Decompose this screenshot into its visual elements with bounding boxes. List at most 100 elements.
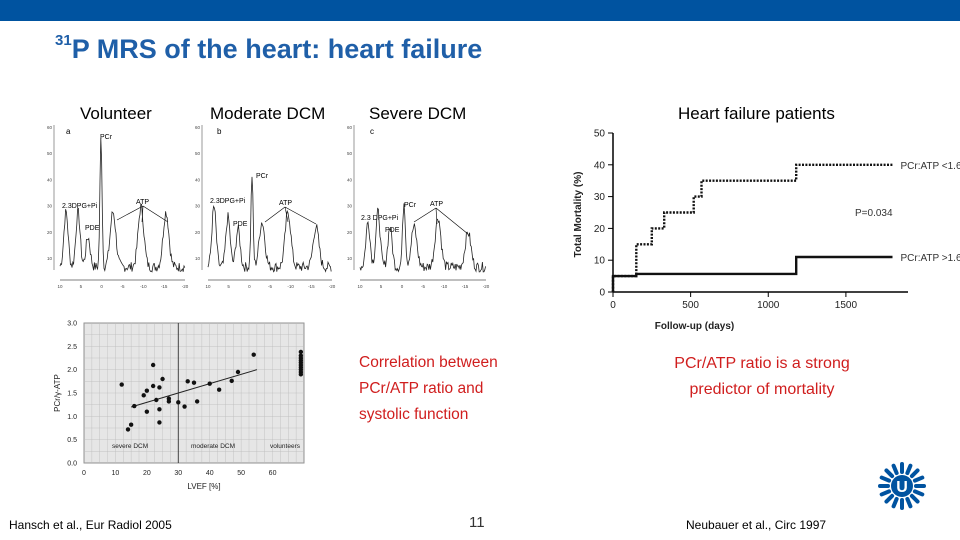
spectrum-y-tick: 50	[195, 151, 201, 156]
km-conclusion-line1: PCr/ATP ratio is a strong	[674, 355, 850, 372]
spectrum-x-tick: -5	[268, 284, 272, 289]
scatter-caption-line3: systolic function	[359, 406, 469, 423]
peak-label-atp: ATP	[430, 201, 443, 208]
spectrum-y-tick: 10	[347, 256, 353, 261]
scatter-x-label: LVEF [%]	[187, 482, 220, 491]
scatter-x-tick: 10	[112, 470, 120, 477]
scatter-point	[229, 378, 234, 384]
km-series-line	[611, 255, 893, 292]
km-title: Heart failure patients	[678, 104, 835, 123]
km-conclusion: PCr/ATP ratio is a strong predictor of m…	[662, 351, 862, 403]
peak-label-dpg: 2.3 DPG+Pi	[361, 215, 399, 222]
spectrum-x-tick: -20	[483, 284, 490, 289]
scatter-point	[157, 385, 162, 390]
logo-ray	[891, 496, 899, 509]
scatter-point	[150, 362, 156, 368]
spectrum-y-tick: 10	[47, 256, 53, 261]
spectrum-y-tick: 40	[195, 177, 201, 182]
scatter-point	[235, 369, 241, 375]
spectrum-y-tick: 20	[347, 230, 353, 235]
scatter-caption-line1: Correlation between	[359, 354, 498, 371]
spectrum-x-tick: 5	[80, 284, 83, 289]
spectrum-y-tick: 60	[195, 125, 201, 130]
spectrum-trace	[207, 176, 332, 273]
scatter-point	[144, 409, 150, 414]
scatter-x-tick: 0	[82, 470, 86, 477]
scatter-point	[154, 397, 159, 403]
spectrum-label-severe: Severe DCM	[369, 104, 467, 123]
scatter-point	[157, 407, 162, 412]
scatter-y-tick: 1.0	[67, 414, 77, 421]
logo-ray	[884, 468, 895, 479]
scatter-y-label: PCr/γ-ATP	[53, 374, 62, 412]
spectrum-y-tick: 30	[195, 204, 201, 209]
spectrum-x-tick: 0	[248, 284, 251, 289]
km-pvalue-text: P=0.034	[855, 208, 893, 219]
km-y-tick: 40	[594, 160, 606, 171]
km-y-tick: 50	[594, 129, 606, 140]
km-x-tick: 500	[682, 300, 699, 311]
logo-letter: U	[896, 479, 908, 496]
km-series-line	[611, 163, 893, 292]
km-series-label: PCr:ATP <1.6	[900, 161, 960, 172]
spectrum-y-tick: 30	[47, 204, 53, 209]
spectrum-x-tick: -5	[421, 284, 425, 289]
peak-label-pde: PDE	[85, 225, 100, 232]
panel-letter: c	[370, 127, 374, 136]
spectrum-y-tick: 60	[47, 125, 53, 130]
scatter-point	[125, 427, 131, 432]
spectrum-y-tick: 10	[195, 256, 201, 261]
peak-label-dpg: 2.3DPG+Pi	[210, 198, 246, 205]
university-logo-icon: U	[878, 462, 926, 510]
scatter-x-tick: 60	[269, 470, 277, 477]
scatter-point	[216, 387, 222, 392]
scatter-caption: Correlation between PCr/ATP ratio and sy…	[359, 350, 498, 428]
spectrum-trace	[59, 137, 186, 273]
scatter-point	[194, 399, 200, 404]
km-x-tick: 1500	[835, 300, 858, 311]
spectrum-x-tick: -10	[287, 284, 294, 289]
peak-label-pcr: PCr	[404, 202, 417, 209]
scatter-x-tick: 30	[174, 470, 182, 477]
spectrum-x-tick: 5	[227, 284, 230, 289]
logo-ray	[905, 463, 913, 476]
spectrum-y-tick: 30	[347, 204, 353, 209]
scatter-fit-line	[131, 369, 257, 408]
scatter-point	[128, 422, 134, 427]
spectrum-x-tick: -10	[441, 284, 448, 289]
spectrum-x-tick: 10	[357, 284, 363, 289]
km-conclusion-line2: predictor of mortality	[689, 381, 835, 398]
spectrum-x-tick: -15	[161, 284, 168, 289]
scatter-x-tick: 50	[237, 470, 245, 477]
logo-ray	[905, 496, 913, 509]
scatter-point	[160, 376, 165, 382]
scatter-point	[141, 393, 146, 398]
logo-ray	[912, 489, 925, 497]
spectrum-x-tick: -20	[329, 284, 336, 289]
scatter-x-tick: 20	[143, 470, 151, 477]
spectrum-x-tick: -15	[462, 284, 469, 289]
logo-ray	[912, 475, 925, 483]
scatter-point	[132, 403, 137, 409]
km-y-tick: 20	[594, 224, 606, 235]
peak-label-pcr: PCr	[256, 173, 269, 180]
spectrum-x-tick: -10	[140, 284, 147, 289]
peak-label-atp: ATP	[279, 200, 292, 207]
spectrum-x-tick: 5	[380, 284, 383, 289]
km-y-tick: 0	[599, 288, 605, 299]
scatter-point	[207, 381, 212, 386]
spectrum-label-volunteer: Volunteer	[80, 104, 152, 123]
scatter-caption-line2: PCr/ATP ratio and	[359, 380, 484, 397]
km-x-tick: 1000	[757, 300, 780, 311]
scatter-point	[176, 400, 181, 405]
logo-ray	[879, 475, 892, 483]
scatter-y-tick: 2.5	[67, 344, 77, 351]
spectrum-x-tick: -15	[308, 284, 315, 289]
km-y-tick: 10	[594, 256, 606, 267]
spectrum-label-moderate: Moderate DCM	[210, 104, 326, 123]
spectrum-x-tick: 10	[205, 284, 211, 289]
